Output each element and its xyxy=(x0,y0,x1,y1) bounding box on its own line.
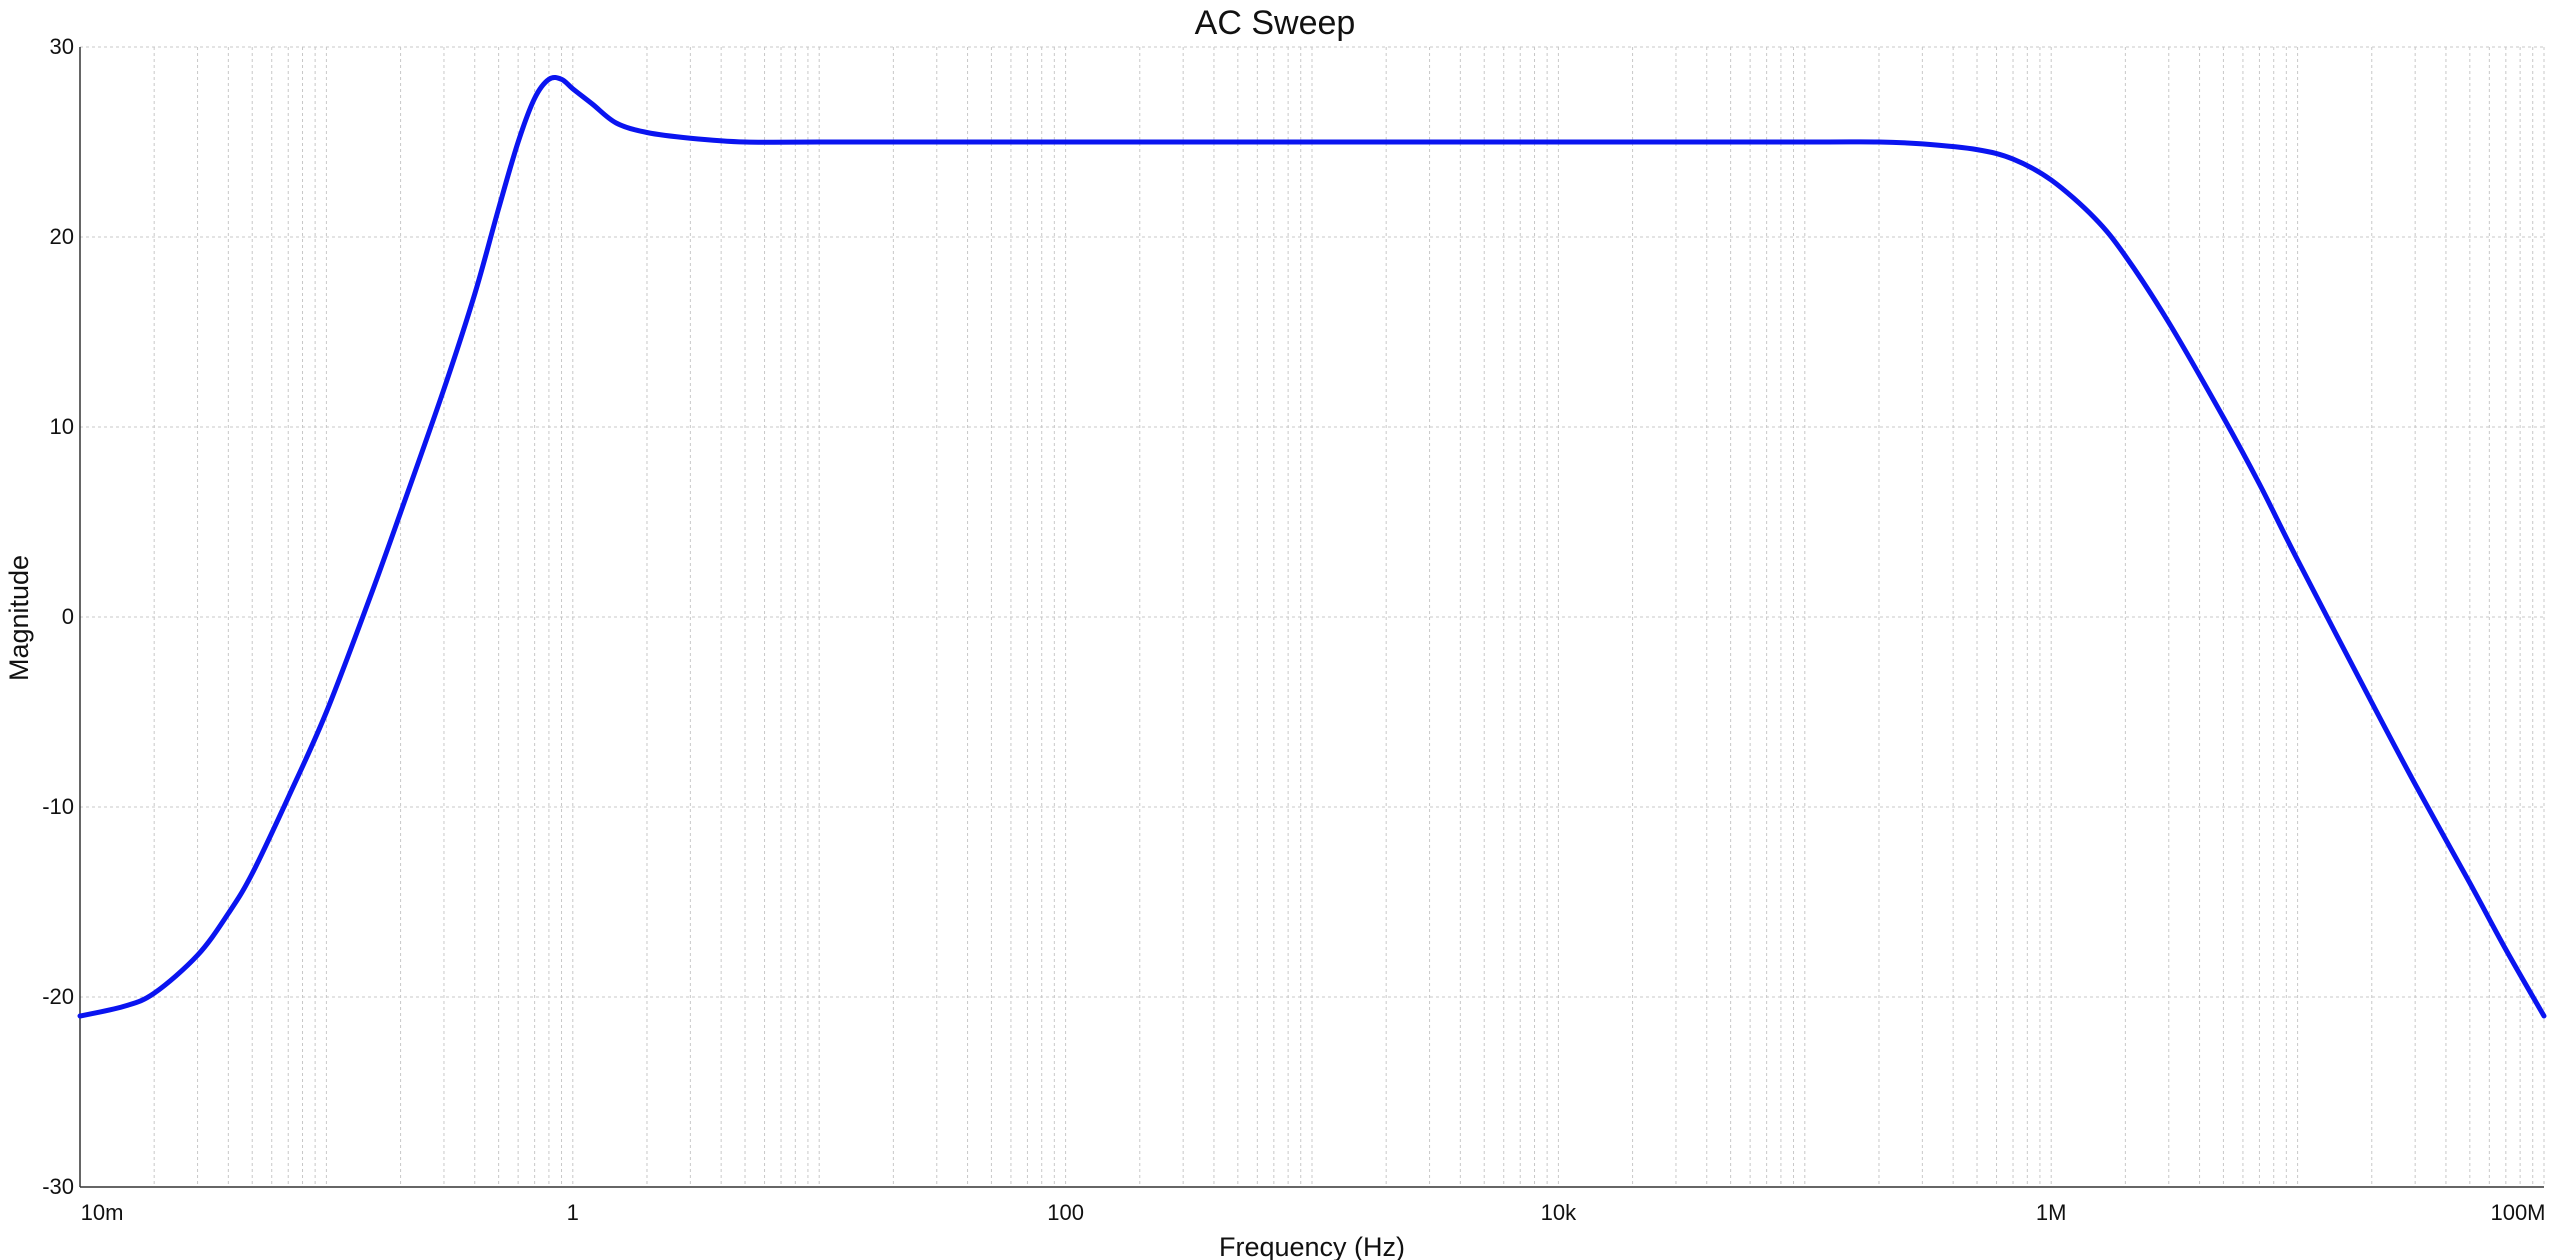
x-tick-label: 100M xyxy=(2490,1200,2545,1225)
y-tick-label: 30 xyxy=(50,34,74,59)
y-tick-label: 0 xyxy=(62,604,74,629)
x-axis-label: Frequency (Hz) xyxy=(1219,1232,1405,1260)
x-tick-label: 1M xyxy=(2036,1200,2067,1225)
y-axis-label: Magnitude xyxy=(4,555,34,681)
x-tick-label: 1 xyxy=(567,1200,579,1225)
x-tick-label: 10k xyxy=(1541,1200,1577,1225)
x-tick-label: 10m xyxy=(81,1200,124,1225)
y-tick-label: -10 xyxy=(42,794,74,819)
series-layer xyxy=(77,74,2547,1019)
series-line xyxy=(77,74,2547,1019)
y-tick-label: 20 xyxy=(50,224,74,249)
y-tick-label: -20 xyxy=(42,984,74,1009)
grid-layer xyxy=(79,46,2545,1188)
y-tick-label: 10 xyxy=(50,414,74,439)
y-tick-label: -30 xyxy=(42,1174,74,1199)
x-tick-label: 100 xyxy=(1047,1200,1084,1225)
chart-title: AC Sweep xyxy=(1195,4,1356,42)
axes-layer xyxy=(79,47,2544,1188)
